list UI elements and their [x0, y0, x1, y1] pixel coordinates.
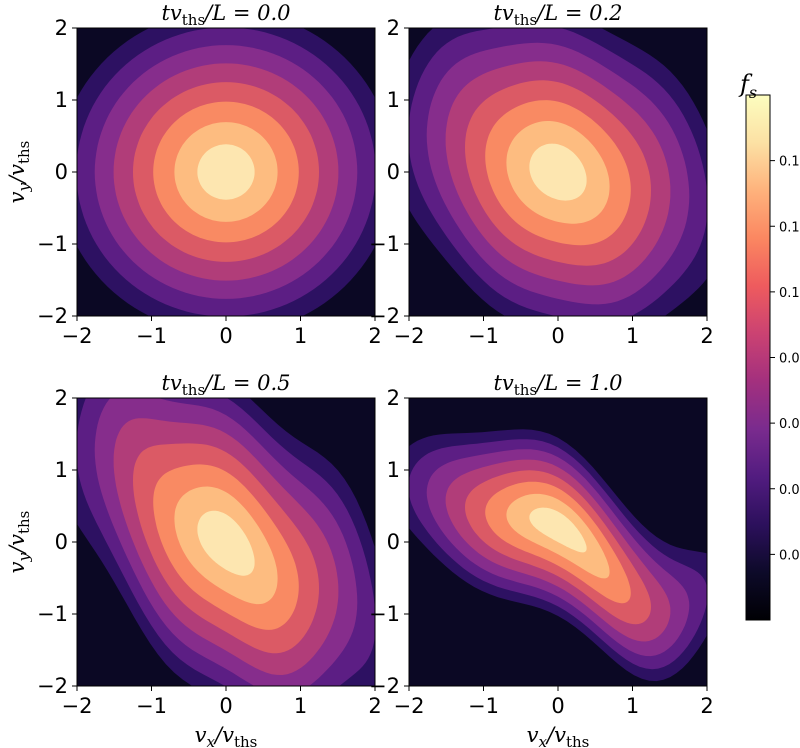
y-tick-label: 2 [55, 386, 68, 410]
x-tick-label: −1 [468, 694, 499, 718]
y-tick-label: 1 [55, 458, 68, 482]
axis-ticks: −2 −1 0 1 2 −2 −1 0 1 2 [37, 386, 382, 718]
x-tick-label: −2 [394, 694, 425, 718]
y-tick-label: −1 [369, 602, 400, 626]
contour-layers [77, 28, 375, 316]
y-tick-label: −2 [37, 674, 68, 698]
y-tick-label: 2 [387, 386, 400, 410]
title-sub: ths [514, 11, 537, 29]
panel-title: tvths/L = 0.0 [161, 1, 290, 29]
x-tick-label: 2 [700, 694, 713, 718]
panel-title: tvths/L = 0.5 [161, 371, 290, 399]
x-tick-label: 0 [219, 694, 232, 718]
y-tick-label: −2 [37, 304, 68, 328]
colorbar-bar [745, 94, 771, 621]
title-sub: ths [182, 11, 205, 29]
y-tick-label: −1 [37, 602, 68, 626]
x-tick-label: 0 [219, 324, 232, 348]
x-tick-label: 0 [551, 694, 564, 718]
contour-level-8 [197, 510, 255, 576]
panel-title: tvths/L = 1.0 [493, 371, 622, 399]
y-tick-label: 1 [387, 88, 400, 112]
y-tick-label: 2 [55, 16, 68, 40]
title-tail: /L = 1.0 [535, 371, 622, 395]
y-axis-label: vy/vths [5, 511, 33, 574]
y-tick-label: 0 [55, 160, 68, 184]
y-tick-label: 1 [55, 88, 68, 112]
x-tick-label: 1 [294, 324, 307, 348]
x-tick-label: −1 [136, 694, 167, 718]
x-tick-label: −2 [62, 324, 93, 348]
colorbar-tick-label: 0.02 [779, 548, 800, 563]
title-main: tv [161, 371, 181, 395]
contour-level-8 [197, 144, 255, 200]
axis-ticks: −2 −1 0 1 2 −2 −1 0 1 2 [37, 16, 382, 348]
y-tick-label: −2 [369, 304, 400, 328]
x-tick-label: 1 [294, 694, 307, 718]
title-tail: /L = 0.0 [203, 1, 290, 25]
y-tick-label: 0 [387, 530, 400, 554]
colorbar-label: fs [738, 70, 757, 102]
x-tick-label: 2 [700, 324, 713, 348]
colorbar-tick-label: 0.04 [779, 483, 800, 498]
x-tick-label: 2 [368, 694, 381, 718]
contour-level-8 [529, 143, 587, 201]
colorbar-tick-label: 0.12 [779, 220, 800, 235]
y-tick-label: 2 [387, 16, 400, 40]
x-axis-label: vx/vths [195, 723, 258, 748]
y-tick-label: −1 [369, 232, 400, 256]
colorbar-tick-label: 0.10 [779, 286, 800, 301]
contour-layers [409, 28, 707, 316]
title-sub: ths [182, 381, 205, 399]
title-tail: /L = 0.5 [203, 371, 290, 395]
title-main: tv [493, 371, 513, 395]
x-tick-label: 2 [368, 324, 381, 348]
y-tick-label: 1 [387, 458, 400, 482]
colorbar-tick-label: 0.08 [779, 352, 800, 367]
x-tick-label: 1 [626, 324, 639, 348]
y-tick-label: −2 [369, 674, 400, 698]
title-tail: /L = 0.2 [535, 1, 622, 25]
x-tick-label: −2 [394, 324, 425, 348]
x-tick-label: 0 [551, 324, 564, 348]
panel-title: tvths/L = 0.2 [493, 1, 622, 29]
colorbar: fs 0.02 0.04 0.06 0.08 0.10 0.12 0.14 [738, 70, 800, 621]
colorbar-label-sub: s [749, 83, 757, 102]
y-tick-label: 0 [387, 160, 400, 184]
y-axis-label: vy/vths [5, 141, 33, 204]
colorbar-ticks: 0.02 0.04 0.06 0.08 0.10 0.12 0.14 [770, 155, 800, 563]
x-tick-label: −2 [62, 694, 93, 718]
x-axis-label: vx/vths [527, 723, 590, 748]
title-sub: ths [514, 381, 537, 399]
x-tick-label: −1 [468, 324, 499, 348]
colorbar-tick-label: 0.06 [779, 417, 800, 432]
contour-level-8 [529, 507, 587, 553]
x-tick-label: −1 [136, 324, 167, 348]
x-tick-label: 1 [626, 694, 639, 718]
contour-layers [409, 429, 707, 682]
title-main: tv [161, 1, 181, 25]
panel-1: −2 −1 0 1 2 −2 −1 0 1 2 tvths/L = 0.0 [37, 1, 382, 348]
y-tick-label: 0 [55, 530, 68, 554]
title-main: tv [493, 1, 513, 25]
y-tick-label: −1 [37, 232, 68, 256]
colorbar-tick-label: 0.14 [779, 155, 800, 170]
contour-layers [77, 398, 375, 686]
panel-3: −2 −1 0 1 2 −2 −1 0 1 2 tvths/L = 0.5 [37, 371, 382, 718]
